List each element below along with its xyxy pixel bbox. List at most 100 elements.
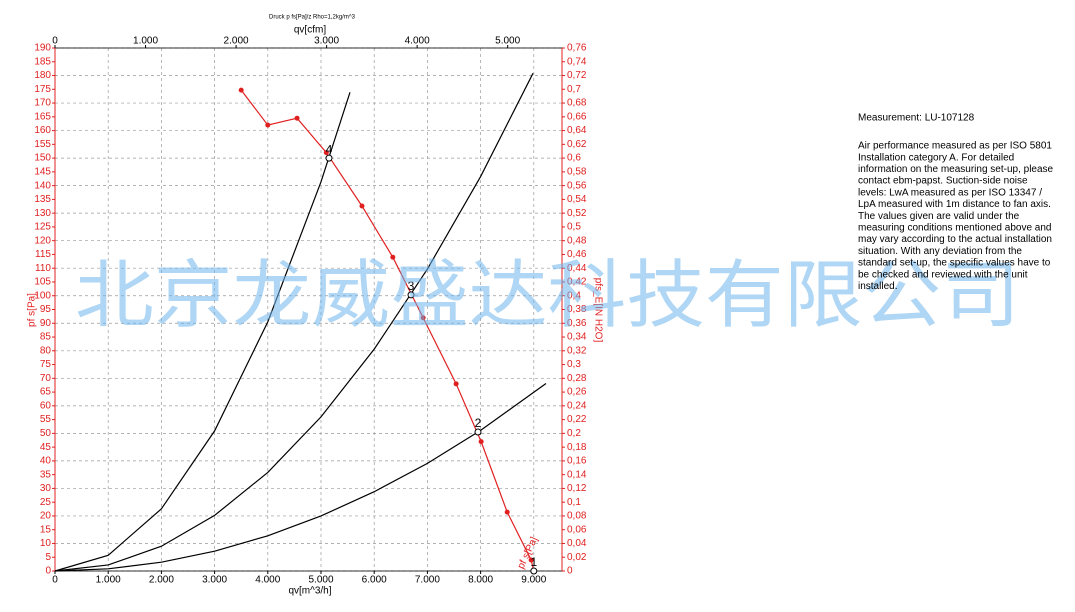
y2-tick-label: 0,58: [567, 167, 587, 178]
x-tick-label: 2.000: [149, 575, 174, 586]
notes-line: standard set-up, the specific values hav…: [858, 258, 1051, 269]
y2-tick-label: 0,18: [567, 442, 587, 453]
data-point: [294, 115, 300, 121]
x2-tick-label: 3.000: [314, 36, 339, 47]
y2-tick-label: 0,38: [567, 304, 587, 315]
x-tick-label: 1.000: [96, 575, 121, 586]
y-tick-label: 0: [45, 566, 51, 577]
operating-point-label: 4: [326, 142, 333, 156]
y2-tick-label: 0,04: [567, 538, 587, 549]
y-tick-label: 55: [40, 414, 52, 425]
y2-tick-label: 0: [567, 566, 573, 577]
y-tick-label: 40: [40, 456, 52, 467]
y2-tick-label: 0,4: [567, 290, 581, 301]
y2-tick-label: 0,34: [567, 332, 587, 343]
y2-tick-label: 0,2: [567, 428, 581, 439]
y-tick-label: 175: [34, 84, 51, 95]
data-point: [323, 150, 329, 156]
x2-tick-label: 0: [52, 36, 58, 47]
notes-line: measuring conditions mentioned above and: [858, 223, 1051, 234]
y2-tick-label: 0,48: [567, 235, 587, 246]
x-tick-label: 7.000: [415, 575, 440, 586]
y-tick-label: 15: [40, 524, 52, 535]
operating-point: [474, 428, 482, 436]
notes-line: installed.: [858, 281, 897, 292]
y-tick-label: 180: [34, 70, 51, 81]
notes-line: may vary according to the actual install…: [858, 234, 1052, 245]
y-tick-label: 5: [45, 552, 51, 563]
data-point: [265, 122, 271, 128]
y-tick-label: 170: [34, 98, 51, 109]
y2-tick-label: 0,72: [567, 70, 587, 81]
notes-line: LpA measured with 1m distance to fan axi…: [858, 199, 1051, 210]
y-tick-label: 95: [40, 304, 52, 315]
y2-tick-label: 0,64: [567, 125, 587, 136]
series-line: [54, 383, 547, 572]
y2-tick-label: 0,46: [567, 249, 587, 260]
data-point: [453, 381, 459, 387]
x2-tick-label: 4.000: [405, 36, 430, 47]
data-point: [238, 87, 244, 93]
y2-axis-title: pfs_E[IN H2O]: [592, 278, 603, 343]
operating-point-label: 2: [475, 416, 482, 430]
y2-tick-label: 0,54: [567, 194, 587, 205]
operating-point: [530, 567, 538, 575]
x-tick-label: 3.000: [202, 575, 227, 586]
notes-line: Air performance measured as per ISO 5801: [858, 141, 1052, 152]
notes-title: Measurement: LU-107128: [858, 113, 975, 124]
notes-line: The values given are valid under the: [858, 211, 1020, 222]
y-tick-label: 65: [40, 387, 52, 398]
y-tick-label: 105: [34, 277, 51, 288]
data-point: [420, 315, 426, 321]
chart-title: Druck p fs[Pa]/z Rho=1,2kg/m^3: [269, 15, 356, 21]
y-tick-label: 145: [34, 167, 51, 178]
operating-point-label: 1: [530, 555, 537, 569]
y2-tick-label: 0,3: [567, 359, 581, 370]
y-tick-label: 60: [40, 400, 52, 411]
y2-tick-label: 0,6: [567, 153, 581, 164]
y2-tick-label: 0,42: [567, 277, 587, 288]
x-tick-label: 5.000: [308, 575, 333, 586]
y-tick-label: 155: [34, 139, 51, 150]
notes-line: be checked and reviewed with the unit: [858, 269, 1028, 280]
notes-line: Installation category A. For detailed: [858, 152, 1014, 163]
y-tick-label: 30: [40, 483, 52, 494]
y-tick-label: 150: [34, 153, 51, 164]
y2-tick-label: 0,26: [567, 387, 587, 398]
operating-point-label: 3: [408, 279, 415, 293]
y2-tick-label: 0,56: [567, 180, 587, 191]
x-tick-label: 6.000: [362, 575, 387, 586]
x2-tick-label: 1.000: [133, 36, 158, 47]
x2-axis-title: qv[cfm]: [294, 25, 326, 36]
notes-line: situation. With any deviation from the: [858, 246, 1022, 257]
y-tick-label: 120: [34, 235, 51, 246]
operating-point: [407, 291, 415, 299]
y2-tick-label: 0,74: [567, 56, 587, 67]
y2-tick-label: 0,16: [567, 456, 587, 467]
y2-tick-label: 0,7: [567, 84, 581, 95]
y-tick-label: 35: [40, 469, 52, 480]
y-tick-label: 85: [40, 332, 52, 343]
x-tick-label: 9.000: [521, 575, 546, 586]
y-tick-label: 130: [34, 208, 51, 219]
x2-tick-label: 2.000: [224, 36, 249, 47]
y-tick-label: 10: [40, 538, 52, 549]
y2-tick-label: 0,28: [567, 373, 587, 384]
data-point: [390, 254, 396, 260]
y2-tick-label: 0,06: [567, 524, 587, 535]
y-axis-title: pf s[Pa]: [27, 293, 38, 327]
y-tick-label: 190: [34, 43, 51, 54]
x-axis-title: qv[m^3/h]: [288, 586, 331, 597]
notes-line: contact ebm-papst. Suction-side noise: [858, 176, 1028, 187]
y2-tick-label: 0,76: [567, 43, 587, 54]
x-tick-label: 0: [52, 575, 58, 586]
y-tick-label: 20: [40, 511, 52, 522]
x2-tick-label: 5.000: [495, 36, 520, 47]
y-tick-label: 160: [34, 125, 51, 136]
y2-tick-label: 0,22: [567, 414, 587, 425]
y-tick-label: 90: [40, 318, 52, 329]
y2-tick-label: 0,66: [567, 111, 587, 122]
y-tick-label: 135: [34, 194, 51, 205]
y2-tick-label: 0,68: [567, 98, 587, 109]
